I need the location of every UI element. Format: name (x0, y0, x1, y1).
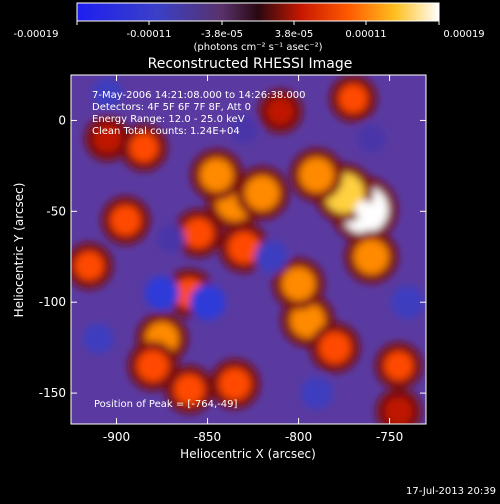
x-axis-ticks: -900 -850 -800 -750 (103, 75, 403, 444)
colorbar-tick-label: 0.00019 (443, 29, 484, 40)
heatmap-blob-positive (290, 303, 326, 338)
colorbar-tick-label: -3.8e-05 (201, 29, 243, 40)
colorbar (76, 2, 440, 22)
heatmap-blob-positive (281, 267, 316, 301)
heatmap-blob-positive (228, 231, 260, 264)
heatmap-blob-negative (229, 115, 259, 144)
x-tick-label: -850 (194, 430, 221, 444)
heatmap-blob-negative (254, 240, 288, 274)
heatmap-blob-negative (189, 284, 226, 321)
heatmap-blob-negative (83, 323, 114, 354)
y-axis-label: Heliocentric Y (arcsec) (12, 183, 26, 318)
colorbar-tick-labels: -0.00019 -0.00011 -3.8e-05 3.8e-05 0.000… (14, 29, 485, 40)
heatmap-blob-positive (338, 84, 368, 114)
x-tick-label: -900 (103, 430, 130, 444)
colorbar-tick-label: 3.8e-05 (275, 29, 313, 40)
heatmap-blob-positive (385, 397, 413, 424)
colorbar-tick-label: 0.00011 (345, 29, 386, 40)
colorbar-ticks (76, 21, 440, 25)
heatmap-blob-negative (356, 124, 386, 154)
heatmap-blob-positive (299, 157, 335, 193)
heatmap-blobs (71, 75, 425, 424)
x-tick-label: -750 (376, 430, 403, 444)
heatmap-blob-positive (354, 239, 389, 275)
colorbar-tick-label: -0.00011 (127, 29, 172, 40)
footer-timestamp: 17-Jul-2013 20:39 (406, 486, 496, 497)
plot-frame (70, 74, 427, 425)
heatmap-blob-positive (93, 124, 122, 153)
heatmap-blob-positive (174, 374, 205, 405)
heatmap-blob-negative (92, 78, 123, 109)
peak-position-label: Position of Peak = [-764,-49] (94, 399, 238, 410)
heatmap-blob-negative (391, 285, 425, 319)
annotation-detectors: Detectors: 4F 5F 6F 7F 8F, Att 0 (92, 102, 251, 113)
heatmap-blob-positive (384, 351, 414, 381)
heatmap-blob-positive (200, 158, 234, 192)
heatmap-peak (355, 200, 374, 219)
heatmap-blob-positive (137, 349, 169, 382)
annotation-block: 7-May-2006 14:21:08.000 to 14:26:38.000 … (92, 90, 305, 137)
colorbar-tick-label: -0.00019 (14, 29, 59, 40)
heatmap-blob-negative (144, 275, 180, 311)
x-axis-label: Heliocentric X (arcsec) (180, 447, 316, 461)
heatmap-blob-positive (244, 175, 280, 211)
y-axis-ticks: 0 -50 -100 -150 (39, 113, 426, 400)
heatmap-blob-negative (156, 224, 186, 254)
heatmap-blob-negative (300, 377, 333, 409)
colorbar-units: (photons cm⁻² s⁻¹ asec⁻²) (193, 42, 322, 53)
x-tick-label: -800 (285, 430, 312, 444)
heatmap-blob-positive (74, 251, 104, 281)
annotation-time-range: 7-May-2006 14:21:08.000 to 14:26:38.000 (92, 90, 305, 101)
y-tick-label: -50 (46, 204, 66, 218)
y-tick-label: -100 (39, 295, 66, 309)
heatmap-blob-positive (319, 331, 351, 364)
heatmap-blob-positive (218, 368, 251, 400)
heatmap-blob-positive (110, 205, 141, 236)
annotation-clean-counts: Clean Total counts: 1.24E+04 (92, 126, 240, 137)
heatmap-blob-positive (129, 133, 159, 163)
y-tick-label: 0 (58, 113, 66, 127)
annotation-energy-range: Energy Range: 12.0 - 25.0 keV (92, 114, 245, 125)
heatmap-blob-positive (183, 217, 214, 249)
chart-title: Reconstructed RHESSI Image (148, 56, 353, 72)
y-tick-label: -150 (39, 386, 66, 400)
heatmap-blob-positive (267, 98, 294, 125)
